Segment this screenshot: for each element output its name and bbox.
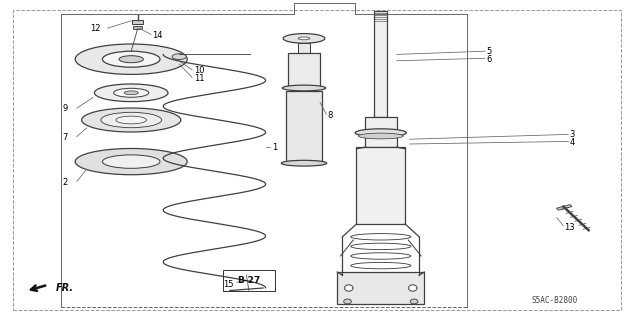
Text: 2: 2: [63, 178, 68, 187]
Bar: [223, 270, 275, 291]
Ellipse shape: [409, 285, 417, 291]
Text: 11: 11: [194, 74, 204, 83]
Bar: [356, 147, 405, 224]
Ellipse shape: [172, 54, 186, 60]
Text: FR.: FR.: [56, 283, 74, 293]
Ellipse shape: [358, 133, 403, 139]
Ellipse shape: [355, 129, 406, 137]
Ellipse shape: [76, 44, 188, 75]
Bar: [374, 11, 387, 117]
Ellipse shape: [116, 116, 147, 124]
Text: 3: 3: [570, 130, 575, 139]
Bar: [298, 43, 310, 53]
Ellipse shape: [240, 276, 253, 284]
Text: 8: 8: [328, 111, 333, 120]
Bar: [288, 53, 320, 88]
Ellipse shape: [283, 34, 325, 43]
Ellipse shape: [243, 278, 250, 282]
Polygon shape: [556, 204, 572, 210]
Text: 7: 7: [63, 133, 68, 142]
Ellipse shape: [102, 155, 160, 168]
Text: 15: 15: [223, 280, 233, 289]
Bar: [132, 20, 143, 24]
Bar: [286, 91, 322, 162]
Ellipse shape: [114, 88, 148, 97]
Ellipse shape: [76, 148, 188, 175]
Text: 12: 12: [90, 24, 100, 33]
Bar: [337, 272, 424, 304]
Text: 5: 5: [486, 47, 492, 56]
Ellipse shape: [282, 85, 326, 91]
Ellipse shape: [102, 51, 160, 67]
Bar: [133, 26, 142, 29]
Ellipse shape: [410, 299, 418, 304]
Ellipse shape: [100, 112, 161, 128]
Ellipse shape: [282, 160, 327, 166]
Ellipse shape: [94, 84, 168, 102]
Text: 9: 9: [63, 104, 68, 113]
Text: 4: 4: [570, 138, 575, 147]
Text: 13: 13: [564, 223, 575, 232]
Text: 14: 14: [152, 31, 163, 40]
Bar: [365, 117, 397, 147]
Text: B-27: B-27: [237, 276, 260, 285]
Ellipse shape: [298, 37, 310, 40]
Ellipse shape: [344, 299, 351, 304]
Ellipse shape: [119, 56, 143, 63]
Ellipse shape: [82, 108, 180, 132]
Text: 10: 10: [194, 66, 204, 75]
Text: 6: 6: [486, 55, 492, 64]
Ellipse shape: [124, 91, 138, 95]
Ellipse shape: [344, 285, 353, 291]
Text: 1: 1: [272, 143, 277, 152]
Text: S5AC-B2800: S5AC-B2800: [531, 296, 577, 305]
